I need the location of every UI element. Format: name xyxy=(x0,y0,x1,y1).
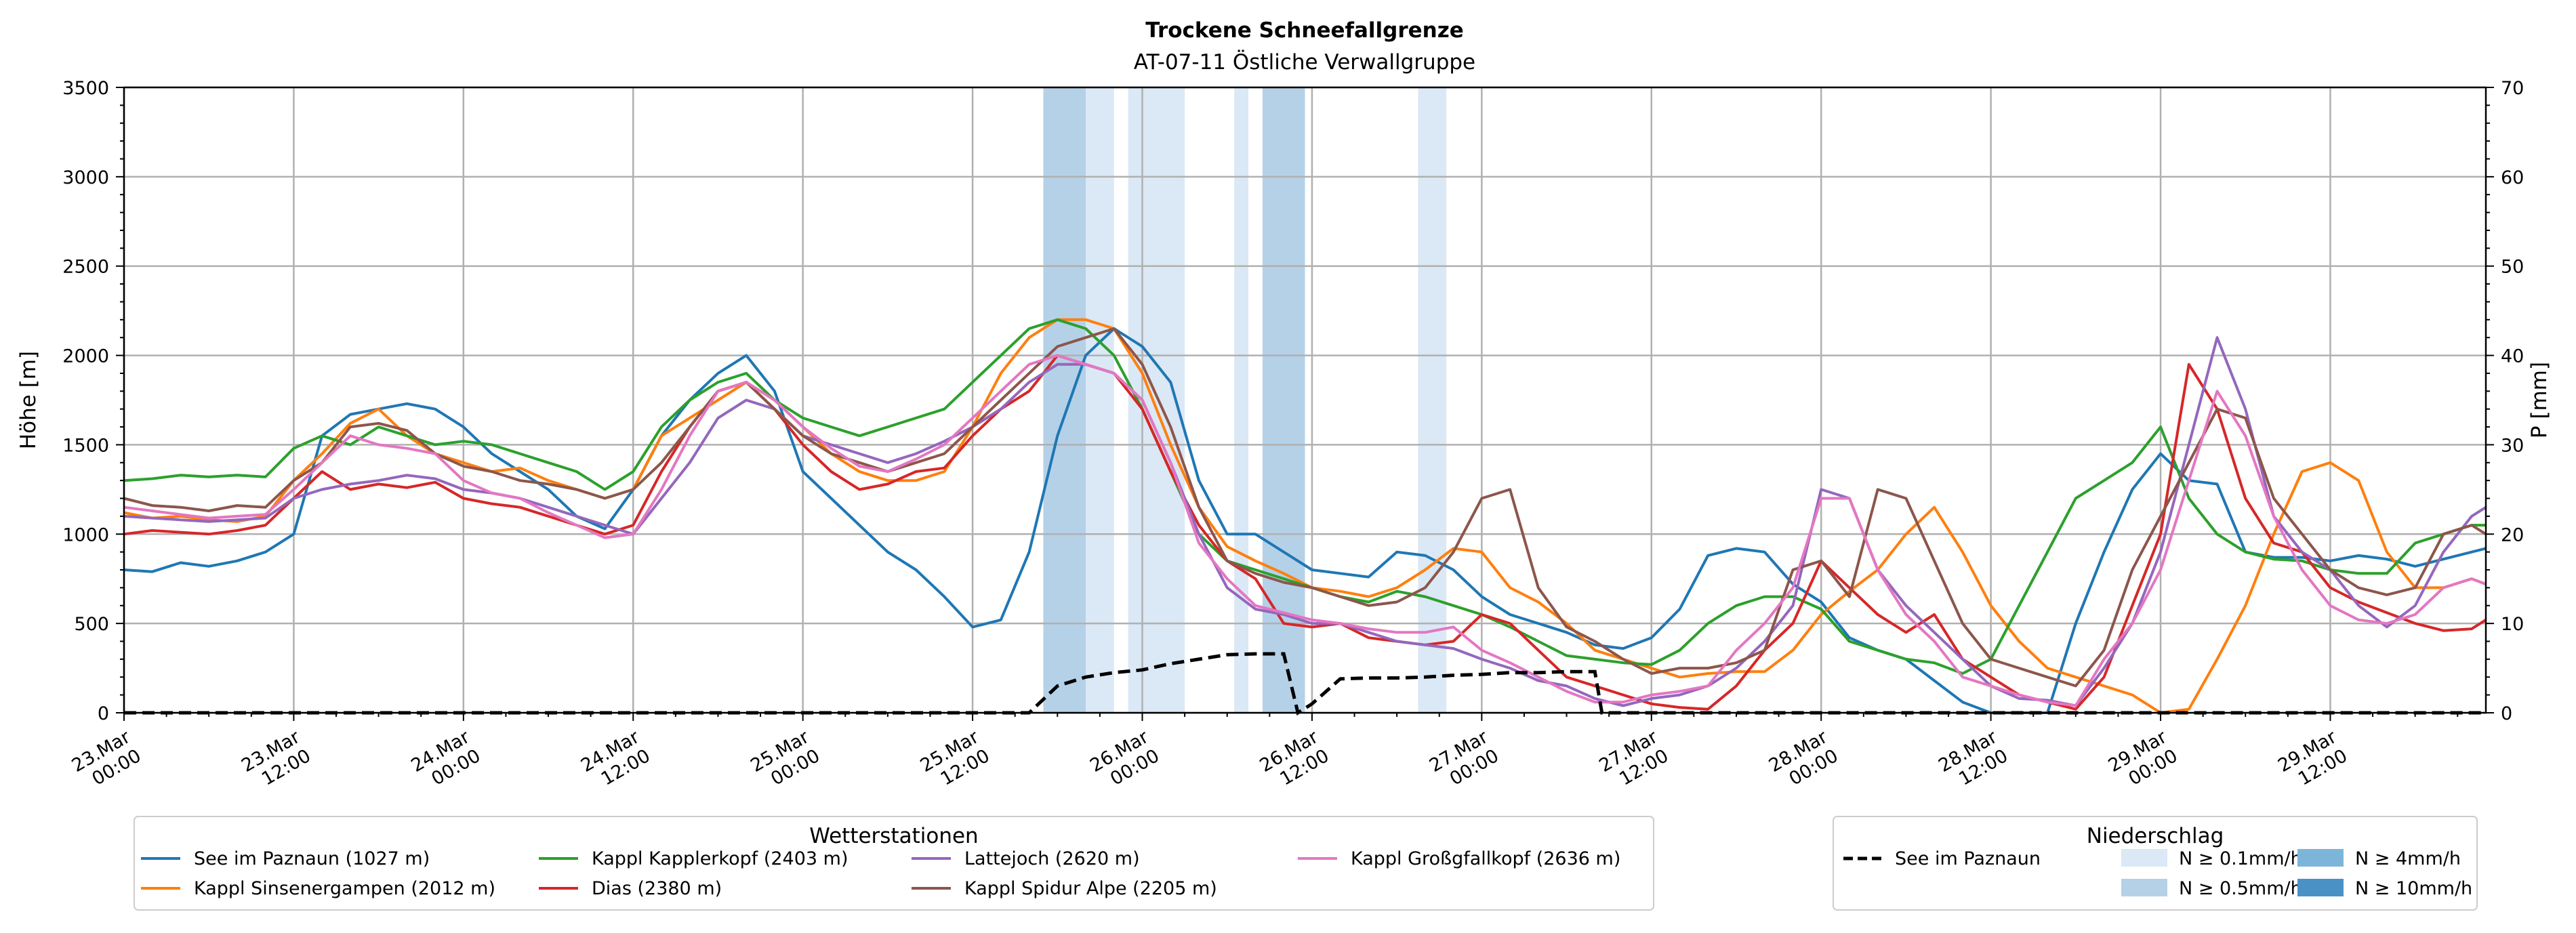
precipitation-legend: Niederschlag See im Paznaun N ≥ 0.1mm/h N … xyxy=(1833,816,2478,911)
y-tick-label: 2500 xyxy=(62,257,109,278)
y2-tick-label: 20 xyxy=(2501,524,2524,545)
legend-precip-label-line: See im Paznaun xyxy=(1895,848,2041,869)
y-tick-label: 3500 xyxy=(62,78,109,99)
y-tick-label: 3000 xyxy=(62,167,109,188)
y2-tick-label: 10 xyxy=(2501,614,2524,635)
legend-precip-label-0: N ≥ 0.1mm/h xyxy=(2179,848,2302,869)
y2-tick-label: 60 xyxy=(2501,167,2524,188)
y-axis-label: Höhe [m] xyxy=(16,351,41,449)
chart-title: Trockene Schneefallgrenze xyxy=(1145,18,1464,43)
legend-precip-swatch-0 xyxy=(2121,849,2167,867)
y-tick-label: 1000 xyxy=(62,524,109,545)
legend-label-1: Kappl Sinsenergampen (2012 m) xyxy=(194,878,495,899)
y2-tick-label: 70 xyxy=(2501,78,2524,99)
legend-precip-swatch-3 xyxy=(2297,879,2344,896)
stations-legend: Wetterstationen See im Paznaun (1027 m) K… xyxy=(134,816,1654,911)
series-lines xyxy=(123,318,2487,714)
chart-subtitle: AT-07-11 Östliche Verwallgruppe xyxy=(1134,49,1475,75)
legend-precip-swatch-1 xyxy=(2121,879,2167,896)
legend-precip-swatch-2 xyxy=(2297,849,2344,867)
legend-precip-label-1: N ≥ 0.5mm/h xyxy=(2179,878,2302,899)
precipitation-line-layer xyxy=(124,652,2486,716)
precip-band-0 xyxy=(1043,87,1086,713)
precip-band-1 xyxy=(1086,87,1114,713)
y2-axis-label: P [mm] xyxy=(2527,362,2552,438)
legend-label-6: Kappl Großgfallkopf (2636 m) xyxy=(1351,848,1620,869)
precip-band-3 xyxy=(1234,87,1249,713)
legend-label-5: Kappl Spidur Alpe (2205 m) xyxy=(964,878,1217,899)
legend-precip-label-3: N ≥ 10mm/h xyxy=(2355,878,2472,899)
stations-legend-title: Wetterstationen xyxy=(809,824,978,848)
legend-precip-label-2: N ≥ 4mm/h xyxy=(2355,848,2461,869)
precipitation-legend-title: Niederschlag xyxy=(2087,824,2224,848)
legend-label-0: See im Paznaun (1027 m) xyxy=(194,848,430,869)
precip-band-5 xyxy=(1418,87,1447,713)
series-line-3 xyxy=(123,354,2487,711)
y2-tick-label: 40 xyxy=(2501,346,2524,367)
precipitation-line xyxy=(124,652,2486,716)
y-tick-label: 500 xyxy=(74,614,109,635)
y-tick-label: 1500 xyxy=(62,435,109,456)
stations-legend-frame xyxy=(134,816,1654,911)
legend-label-4: Lattejoch (2620 m) xyxy=(964,848,1140,869)
legend-label-3: Dias (2380 m) xyxy=(592,878,722,899)
y2-tick-label: 0 xyxy=(2501,703,2512,724)
y-tick-label: 2000 xyxy=(62,346,109,367)
series-line-6 xyxy=(123,354,2487,707)
series-line-5 xyxy=(123,327,2487,688)
y-tick-label: 0 xyxy=(98,703,109,724)
y2-tick-label: 50 xyxy=(2501,257,2524,278)
plot-frame xyxy=(123,86,2487,714)
y2-tick-label: 30 xyxy=(2501,435,2524,456)
series-line-0 xyxy=(123,327,2487,714)
legend-label-2: Kappl Kapplerkopf (2403 m) xyxy=(592,848,849,869)
